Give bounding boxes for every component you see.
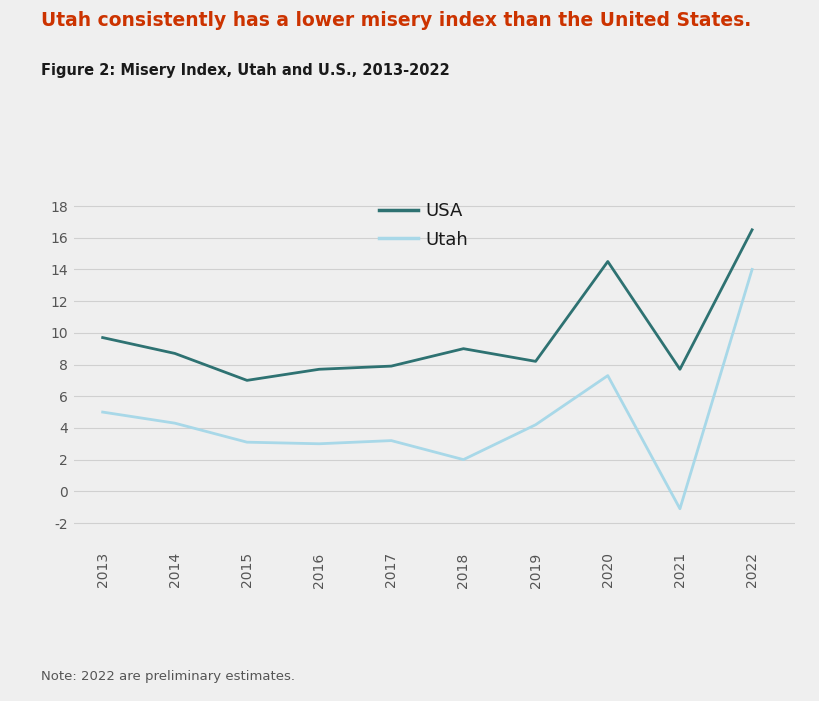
USA [746,226,756,234]
Utah [674,505,684,513]
Line: Utah: Utah [102,269,751,509]
USA [242,376,251,385]
Line: USA: USA [102,230,751,381]
USA [674,365,684,374]
Utah [746,265,756,273]
Utah [170,419,179,428]
Text: Note: 2022 are preliminary estimates.: Note: 2022 are preliminary estimates. [41,670,295,683]
USA [530,357,540,365]
Utah [97,408,107,416]
Utah [386,437,396,445]
Text: Utah consistently has a lower misery index than the United States.: Utah consistently has a lower misery ind… [41,11,750,29]
Utah [530,421,540,429]
USA [314,365,324,374]
USA [97,334,107,342]
Utah [602,372,612,380]
Utah [314,440,324,448]
Text: Figure 2: Misery Index, Utah and U.S., 2013-2022: Figure 2: Misery Index, Utah and U.S., 2… [41,63,449,78]
USA [602,257,612,266]
USA [170,349,179,358]
USA [458,344,468,353]
USA [386,362,396,370]
Utah [458,456,468,464]
Legend: USA, Utah: USA, Utah [371,195,475,256]
Utah [242,438,251,447]
